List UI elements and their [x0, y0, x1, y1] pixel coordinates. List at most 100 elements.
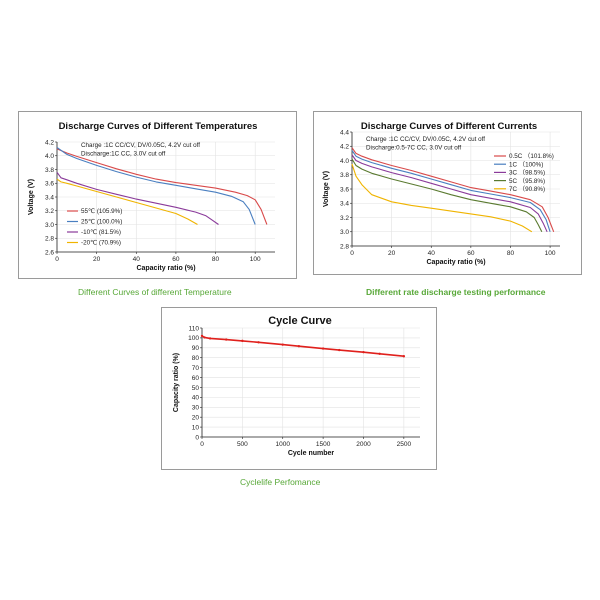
y-tick-label: 60	[192, 375, 200, 382]
data-point	[362, 350, 365, 354]
chart-note: Discharge:1C CC, 3.0V cut off	[81, 151, 165, 158]
data-point	[321, 347, 325, 350]
x-tick-label: 100	[250, 256, 261, 263]
x-tick-label: 1500	[316, 441, 331, 448]
series-line	[56, 147, 256, 225]
legend-label: -20℃ (70.9%)	[81, 240, 121, 247]
legend-label: 3C （98.5%)	[509, 170, 545, 177]
series-line	[351, 154, 548, 233]
series-line	[201, 335, 404, 357]
currents-chart-panel: Discharge Curves of Different Currents 0 2…	[313, 111, 582, 275]
y-axis-label: Voltage (V)	[28, 179, 35, 215]
currents-caption: Different rate discharge testing perform…	[366, 287, 546, 297]
chart-title: Discharge Curves of Different Currents	[361, 121, 537, 132]
x-tick-label: 0	[350, 250, 354, 257]
x-axis-label: Capacity ratio (%)	[136, 265, 195, 272]
x-tick-label: 0	[200, 441, 204, 448]
x-tick-label: 2000	[356, 441, 371, 448]
cycle-chart-panel: Cycle Curve 0 500 1000 1500 2000 2500 0 10 20 30 40…	[161, 307, 437, 470]
y-tick-label: 30	[192, 405, 200, 412]
data-point	[241, 339, 244, 343]
data-point	[203, 336, 206, 339]
x-tick-label: 2500	[397, 441, 412, 448]
legend-label: 5C （95.8%)	[509, 178, 545, 185]
y-tick-label: 100	[188, 335, 199, 342]
cycle-caption: Cyclelife Perfomance	[240, 477, 321, 487]
temperature-chart: Discharge Curves of Different Temperatur…	[28, 121, 275, 272]
x-axis-label: Cycle number	[288, 450, 335, 457]
x-tick-label: 40	[428, 250, 436, 257]
series-line	[56, 171, 219, 225]
y-tick-label: 3.2	[340, 215, 349, 222]
data-point	[338, 348, 341, 352]
y-tick-label: 3.8	[340, 172, 349, 179]
series-line	[56, 178, 198, 225]
chart-note: Discharge:0.5-7C CC, 3.0V cut off	[366, 145, 461, 152]
x-tick-label: 40	[133, 256, 141, 263]
x-tick-label: 60	[172, 256, 180, 263]
chart-title: Discharge Curves of Different Temperatur…	[59, 121, 258, 132]
y-tick-label: 3.0	[45, 222, 54, 229]
legend-label: -10℃ (81.5%)	[81, 229, 121, 236]
y-tick-label: 80	[192, 355, 200, 362]
series-line	[351, 147, 555, 233]
data-point	[200, 334, 204, 338]
x-tick-label: 80	[212, 256, 220, 263]
y-tick-label: 20	[192, 414, 200, 421]
data-point	[257, 341, 260, 344]
y-tick-label: 70	[192, 365, 200, 372]
legend-label: 1C （100%)	[509, 161, 543, 168]
y-tick-label: 2.6	[45, 249, 54, 256]
chart-note: Charge :1C CC/CV, DV/0.05C, 4.2V cut off	[366, 136, 485, 143]
y-tick-label: 4.0	[340, 158, 349, 165]
data-point	[281, 343, 284, 346]
x-tick-label: 60	[467, 250, 475, 257]
y-tick-label: 3.0	[340, 229, 349, 236]
y-tick-label: 4.2	[340, 144, 349, 151]
x-axis-label: Capacity ratio (%)	[426, 259, 485, 266]
x-tick-label: 0	[55, 256, 59, 263]
series-line	[351, 163, 533, 233]
data-point	[402, 355, 406, 358]
y-tick-label: 10	[192, 424, 200, 431]
x-tick-label: 1000	[276, 441, 291, 448]
y-tick-label: 3.4	[340, 201, 349, 208]
y-axis-label: Capacity ratio (%)	[173, 353, 180, 412]
y-tick-label: 3.4	[45, 194, 54, 201]
chart-title: Cycle Curve	[268, 315, 332, 327]
y-tick-label: 4.2	[45, 139, 54, 146]
y-tick-label: 90	[192, 345, 200, 352]
series-line	[351, 150, 551, 232]
legend-label: 55℃ (105.9%)	[81, 208, 122, 215]
y-tick-label: 4.4	[340, 129, 349, 136]
x-tick-label: 500	[237, 441, 248, 448]
x-tick-label: 20	[388, 250, 396, 257]
temperature-caption: Different Curves of different Temperatur…	[78, 287, 232, 297]
y-tick-label: 110	[189, 325, 200, 332]
y-tick-label: 40	[192, 395, 200, 402]
x-tick-label: 20	[93, 256, 101, 263]
cycle-chart: Cycle Curve 0 500 1000 1500 2000 2500 0 10 20 30 40…	[173, 315, 420, 457]
y-tick-label: 3.8	[45, 167, 54, 174]
x-tick-label: 80	[507, 250, 515, 257]
legend-label: 7C （90.8%)	[509, 186, 545, 193]
data-point	[208, 337, 212, 340]
y-tick-label: 3.2	[45, 208, 54, 215]
y-tick-label: 4.0	[45, 153, 54, 160]
temperature-chart-panel: Discharge Curves of Different Temperatur…	[18, 111, 297, 279]
y-tick-label: 50	[192, 385, 200, 392]
legend-label: 25℃ (100.0%)	[81, 219, 122, 226]
x-tick-label: 100	[545, 250, 556, 257]
y-axis-label: Voltage (V)	[323, 171, 330, 207]
data-point	[225, 338, 228, 341]
y-tick-label: 2.8	[45, 236, 54, 243]
y-tick-label: 3.6	[340, 186, 349, 193]
data-point	[297, 345, 301, 348]
chart-note: Charge :1C CC/CV, DV/0.05C, 4.2V cut off	[81, 142, 200, 149]
data-point	[378, 352, 381, 355]
series-line	[351, 158, 543, 233]
legend-label: 0.5C （101.8%)	[509, 153, 554, 160]
y-tick-label: 3.6	[45, 181, 54, 188]
y-tick-label: 2.8	[340, 243, 349, 250]
